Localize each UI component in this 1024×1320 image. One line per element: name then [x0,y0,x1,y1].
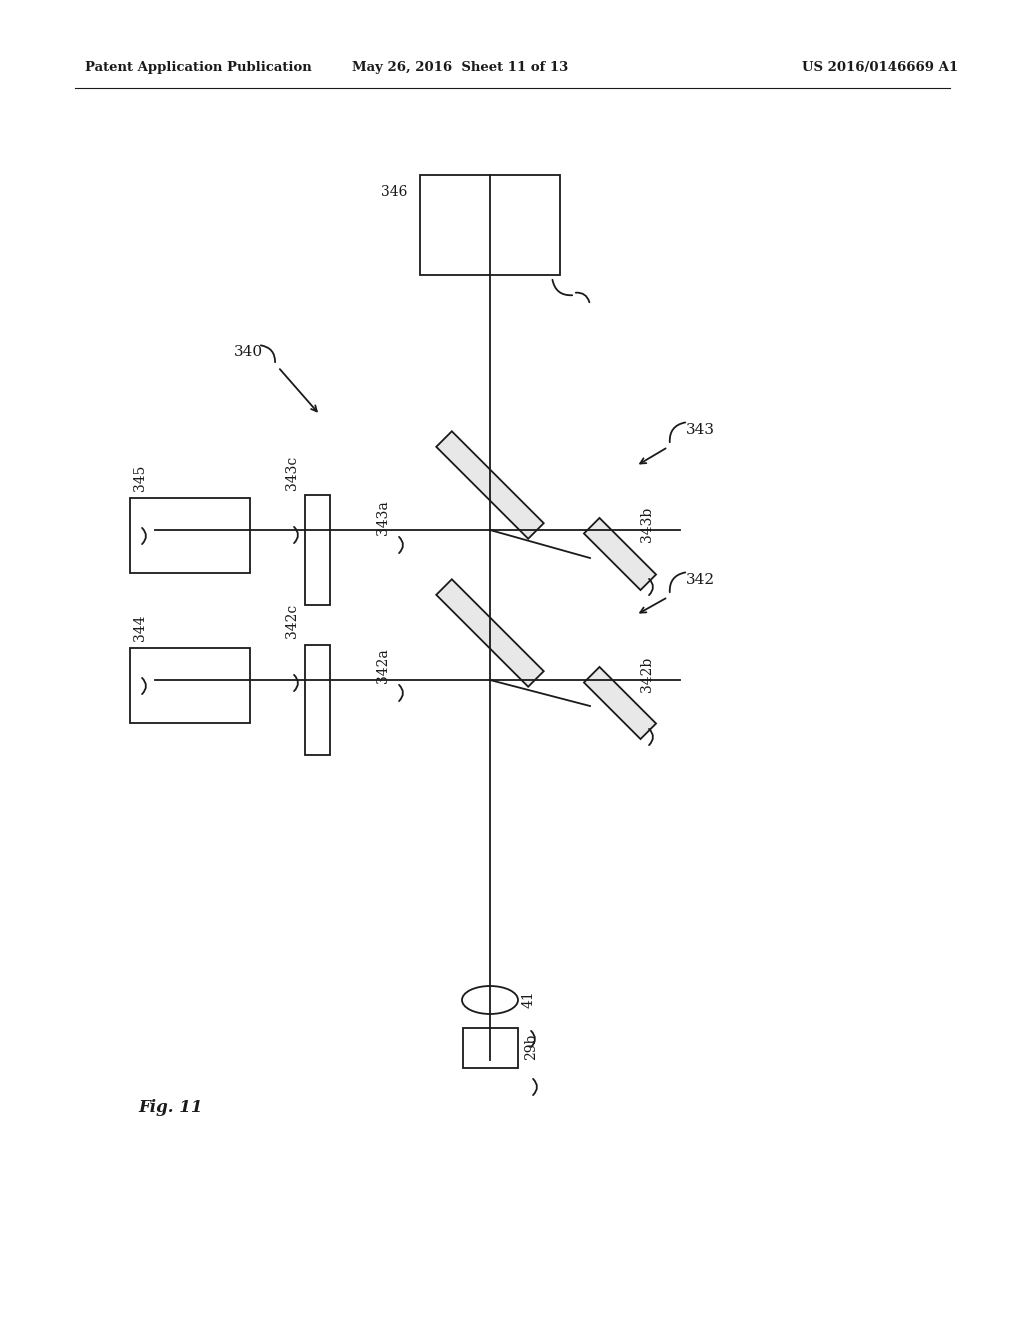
Text: Fig. 11: Fig. 11 [138,1100,203,1117]
Text: 345: 345 [133,465,147,491]
Text: 342c: 342c [285,603,299,638]
Bar [130,648,250,723]
Text: May 26, 2016  Sheet 11 of 13: May 26, 2016 Sheet 11 of 13 [352,62,568,74]
Text: US 2016/0146669 A1: US 2016/0146669 A1 [802,62,958,74]
Bar [420,176,560,275]
Text: 342a: 342a [376,648,390,682]
Text: Patent Application Publication: Patent Application Publication [85,62,311,74]
Bar [305,495,330,605]
Bar [130,498,250,573]
Text: 343: 343 [686,422,715,437]
Text: 342b: 342b [640,657,654,692]
Polygon shape [584,667,656,739]
Ellipse shape [462,986,518,1014]
Text: 29b: 29b [524,1034,538,1060]
Text: 344: 344 [133,615,147,642]
Text: 41: 41 [522,990,536,1008]
Text: 343a: 343a [376,500,390,535]
Text: 346: 346 [381,185,407,199]
Text: 343b: 343b [640,507,654,543]
Polygon shape [584,517,656,590]
Polygon shape [436,432,544,539]
Text: 342: 342 [686,573,715,587]
Text: 343c: 343c [285,455,299,490]
Bar [305,645,330,755]
Bar [463,1028,518,1068]
Text: 340: 340 [233,345,262,359]
Polygon shape [436,579,544,686]
